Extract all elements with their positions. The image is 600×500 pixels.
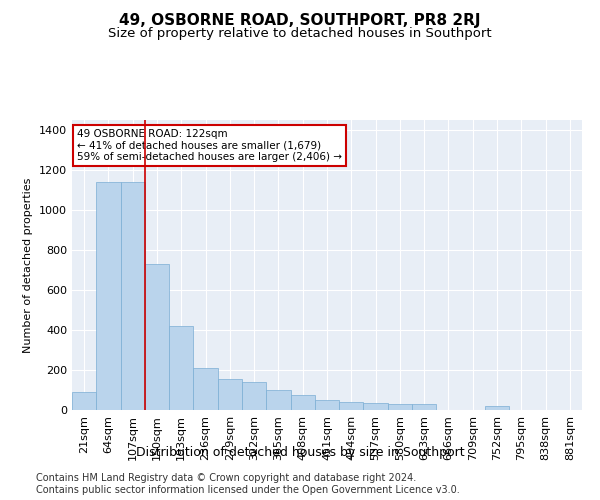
Bar	[266, 390, 290, 410]
Bar	[169, 326, 193, 410]
Bar	[193, 368, 218, 410]
Text: Size of property relative to detached houses in Southport: Size of property relative to detached ho…	[108, 28, 492, 40]
Bar	[485, 406, 509, 410]
Bar	[364, 403, 388, 410]
Y-axis label: Number of detached properties: Number of detached properties	[23, 178, 34, 352]
Text: Distribution of detached houses by size in Southport: Distribution of detached houses by size …	[136, 446, 464, 459]
Bar	[96, 182, 121, 410]
Bar	[412, 404, 436, 410]
Bar	[218, 379, 242, 410]
Text: 49 OSBORNE ROAD: 122sqm
← 41% of detached houses are smaller (1,679)
59% of semi: 49 OSBORNE ROAD: 122sqm ← 41% of detache…	[77, 128, 342, 162]
Bar	[72, 392, 96, 410]
Bar	[121, 182, 145, 410]
Bar	[339, 402, 364, 410]
Bar	[315, 400, 339, 410]
Bar	[388, 404, 412, 410]
Bar	[242, 382, 266, 410]
Bar	[290, 395, 315, 410]
Text: 49, OSBORNE ROAD, SOUTHPORT, PR8 2RJ: 49, OSBORNE ROAD, SOUTHPORT, PR8 2RJ	[119, 12, 481, 28]
Bar	[145, 264, 169, 410]
Text: Contains HM Land Registry data © Crown copyright and database right 2024.
Contai: Contains HM Land Registry data © Crown c…	[36, 474, 460, 495]
